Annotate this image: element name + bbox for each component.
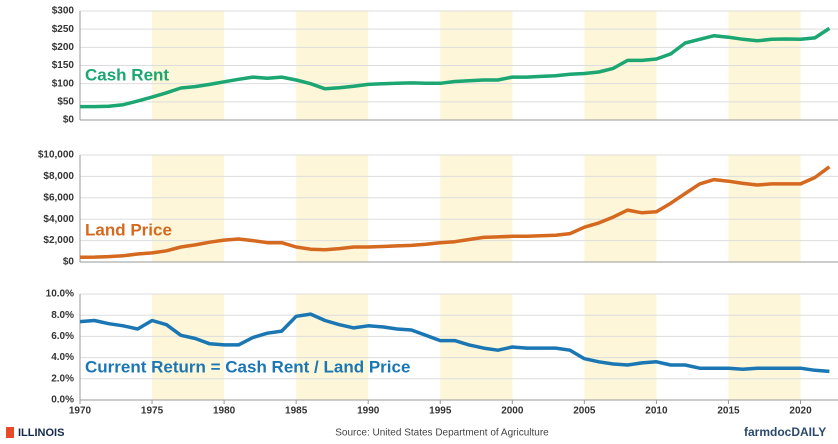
data-line	[79, 165, 831, 259]
y-tick-label: 0.0%	[51, 395, 74, 406]
x-tick-label: 2015	[717, 406, 740, 417]
y-tick-label: 2.0%	[51, 373, 74, 384]
x-tick-label: 2000	[501, 406, 524, 417]
y-tick-label: $200	[52, 42, 75, 53]
x-tick-label: 2020	[789, 406, 812, 417]
x-tick-label: 1985	[285, 406, 308, 417]
source: Source: United States Department of Agri…	[335, 428, 549, 439]
y-tick-label: $0	[63, 115, 75, 126]
shaded-period	[584, 155, 657, 262]
x-tick-label: 2005	[573, 406, 596, 417]
y-tick-label: $4,000	[43, 214, 74, 225]
y-tick-label: $250	[52, 24, 75, 35]
farmdoc-logo: farmdocDAILY	[744, 425, 826, 439]
series-label: Current Return = Cash Rent / Land Price	[85, 357, 410, 376]
x-tick-label: 2010	[645, 406, 668, 417]
shaded-period	[728, 294, 801, 400]
shaded-period	[152, 294, 225, 400]
y-tick-label: 4.0%	[51, 352, 74, 363]
y-tick-label: $300	[52, 6, 75, 17]
y-tick-label: $2,000	[43, 235, 74, 246]
y-tick-label: 8.0%	[51, 310, 74, 321]
illinois-logo: ILLINOIS	[18, 427, 64, 439]
y-tick-label: $0	[63, 257, 75, 268]
series-label: Cash Rent	[85, 65, 169, 84]
footer: ILLINOIS Source: United States Departmen…	[6, 425, 826, 439]
data-line	[80, 26, 831, 109]
shaded-period	[152, 155, 225, 262]
shaded-period	[440, 155, 513, 262]
shaded-period	[296, 294, 369, 400]
series-label: Land Price	[85, 220, 172, 239]
y-tick-label: $10,000	[38, 150, 75, 161]
y-tick-label: $8,000	[43, 171, 74, 182]
y-tick-label: 6.0%	[51, 331, 74, 342]
x-tick-label: 1975	[141, 406, 164, 417]
x-tick-label: 1970	[69, 406, 92, 417]
y-tick-label: $150	[52, 60, 75, 71]
y-tick-label: $100	[52, 78, 75, 89]
shaded-period	[584, 294, 657, 400]
shaded-period	[728, 155, 801, 262]
data-line	[79, 312, 830, 374]
y-tick-label: 10.0%	[46, 289, 74, 300]
shaded-period	[296, 155, 369, 262]
x-tick-label: 1980	[213, 406, 236, 417]
y-tick-label: $50	[57, 96, 74, 107]
x-tick-label: 1995	[429, 406, 452, 417]
y-tick-label: $6,000	[43, 192, 74, 203]
illinois-icon	[6, 427, 14, 438]
x-tick-label: 1990	[357, 406, 380, 417]
